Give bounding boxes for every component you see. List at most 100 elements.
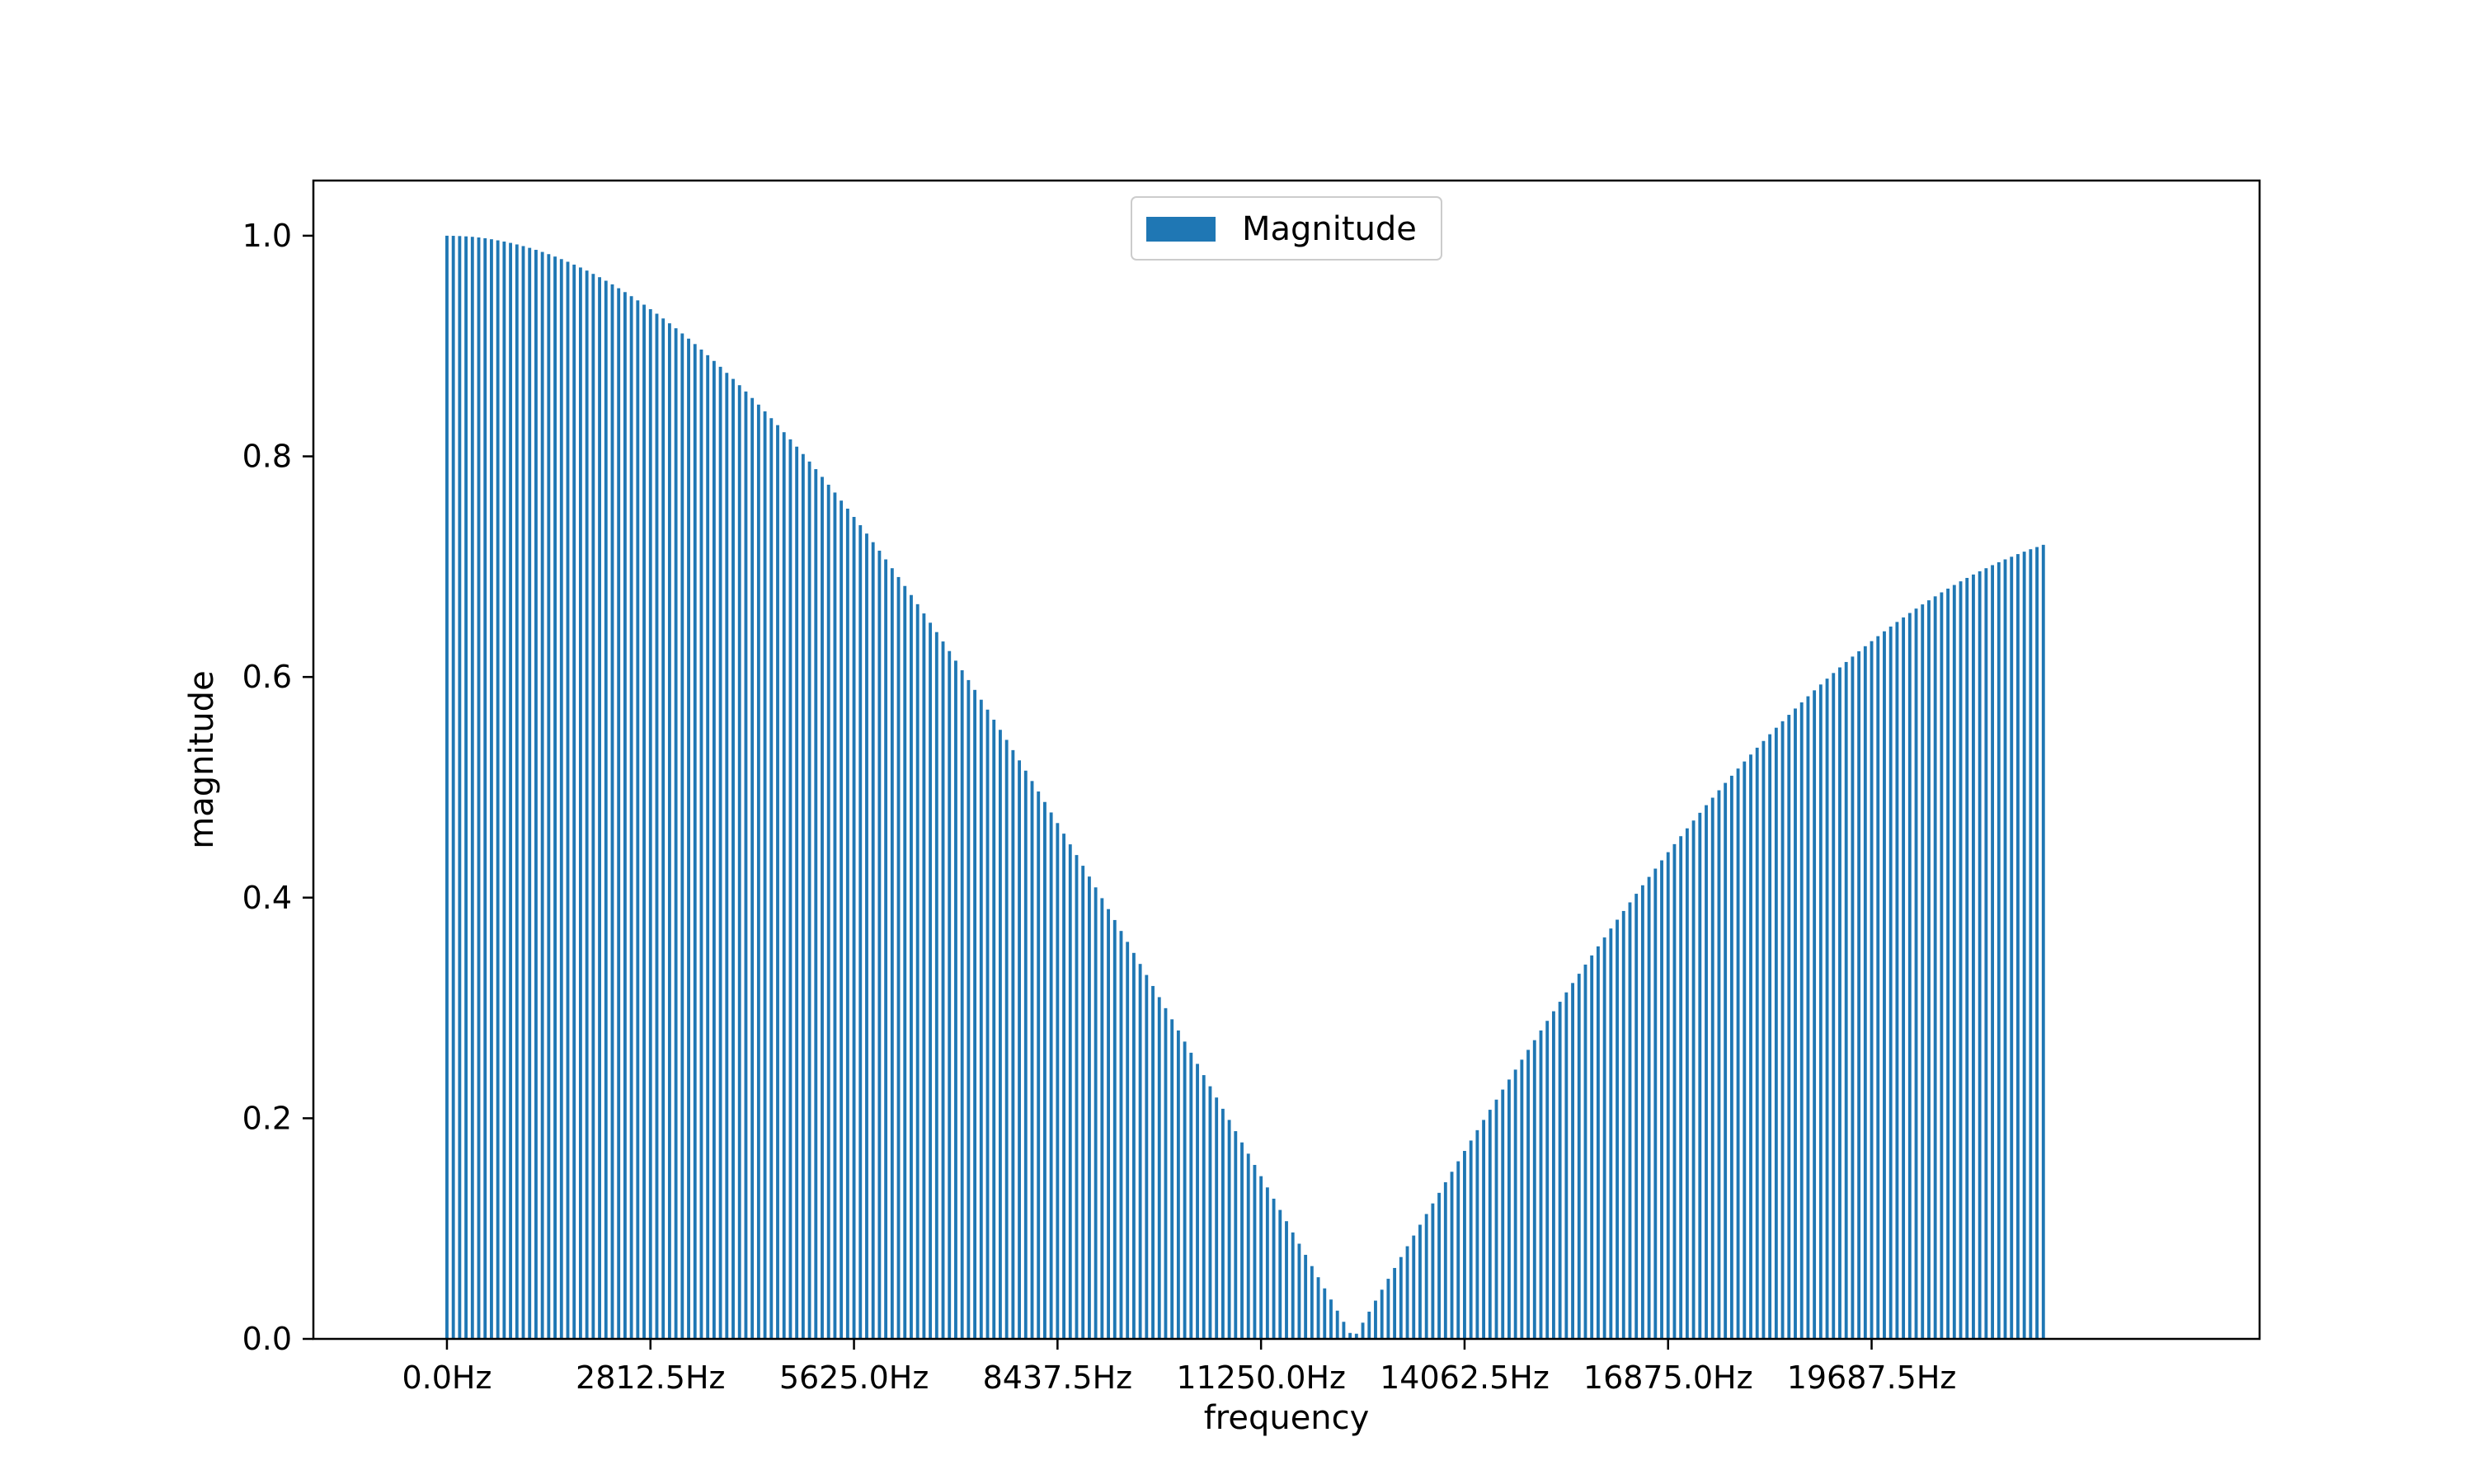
bar — [1761, 740, 1766, 1339]
bar — [922, 613, 926, 1339]
bar — [1023, 770, 1028, 1339]
bar — [623, 292, 627, 1339]
bar — [445, 235, 449, 1339]
y-axis: 0.0 0.2 0.4 0.6 0.8 1.0 — [242, 218, 313, 1357]
bar — [1100, 898, 1104, 1339]
bar — [1488, 1110, 1492, 1339]
bar — [528, 247, 532, 1340]
bar — [1653, 868, 1658, 1339]
bar — [1380, 1289, 1384, 1339]
bar — [483, 237, 487, 1339]
bar — [903, 585, 907, 1339]
bar — [610, 284, 614, 1339]
bar — [1208, 1086, 1212, 1339]
y-tick-label: 0.8 — [242, 439, 292, 475]
bar — [1946, 588, 1950, 1339]
bar — [1736, 768, 1740, 1339]
bar — [1590, 955, 1594, 1339]
bar — [1437, 1192, 1442, 1339]
bar — [1729, 775, 1733, 1339]
y-tick-label: 0.0 — [242, 1321, 292, 1357]
bar — [1799, 702, 1804, 1339]
bar — [2022, 552, 2026, 1339]
bar — [744, 391, 748, 1340]
bar — [1609, 928, 1613, 1339]
bar — [1463, 1150, 1466, 1339]
bar — [1323, 1288, 1327, 1339]
bar — [1374, 1300, 1377, 1339]
bar — [502, 241, 506, 1339]
bar — [1959, 581, 1963, 1339]
bar — [814, 469, 818, 1340]
y-axis-label: magnitude — [183, 670, 221, 848]
bar — [845, 508, 849, 1339]
bar — [1087, 876, 1091, 1339]
bar — [1145, 974, 1149, 1339]
bar — [1685, 828, 1689, 1339]
bar — [1482, 1120, 1486, 1339]
bar — [1450, 1172, 1454, 1339]
bar — [1310, 1266, 1314, 1339]
bar — [1507, 1079, 1511, 1339]
bar — [1456, 1161, 1460, 1339]
x-axis-label: frequency — [1204, 1399, 1370, 1437]
bar — [979, 699, 983, 1339]
bar — [1952, 585, 1956, 1339]
bar — [1189, 1052, 1193, 1339]
bar — [1640, 885, 1644, 1339]
bar — [1774, 727, 1778, 1339]
bar — [1940, 592, 1944, 1339]
x-tick-label: 5625.0Hz — [779, 1360, 929, 1396]
bar — [1907, 613, 1912, 1339]
bar — [470, 237, 474, 1339]
bar — [1501, 1089, 1505, 1339]
bar — [1717, 790, 1721, 1339]
bar — [547, 254, 551, 1339]
legend-entry-magnitude: Magnitude — [1242, 210, 1417, 248]
bar — [821, 477, 824, 1339]
bar — [1577, 974, 1581, 1339]
bar — [1621, 910, 1625, 1339]
bar — [1564, 992, 1569, 1339]
bar — [1393, 1267, 1397, 1339]
bar — [896, 576, 901, 1339]
bar — [1094, 887, 1098, 1339]
bar — [1030, 781, 1034, 1339]
bar — [1870, 641, 1874, 1339]
bar — [1354, 1333, 1358, 1339]
bar — [1927, 600, 1931, 1339]
bar — [1221, 1108, 1225, 1339]
bar — [1863, 646, 1867, 1339]
bar — [1138, 964, 1142, 1339]
bar — [1469, 1140, 1473, 1339]
bar — [1157, 997, 1161, 1339]
legend-box — [1131, 196, 1442, 261]
bar — [458, 236, 462, 1340]
bar — [967, 679, 971, 1339]
bar — [833, 492, 837, 1339]
bar — [1215, 1097, 1219, 1339]
bar — [756, 404, 760, 1340]
bar — [1583, 964, 1587, 1339]
bar — [1888, 626, 1893, 1339]
bar — [1170, 1019, 1174, 1339]
bar — [1164, 1007, 1168, 1339]
bar — [1297, 1243, 1301, 1339]
bar — [1329, 1299, 1333, 1339]
bar — [1876, 636, 1880, 1339]
bar — [1883, 631, 1886, 1339]
bar — [521, 246, 525, 1339]
bar — [585, 270, 589, 1339]
bar — [667, 323, 671, 1339]
bar — [1520, 1059, 1524, 1339]
bar — [451, 236, 455, 1339]
bar — [1196, 1064, 1199, 1339]
bar — [877, 550, 882, 1339]
bar — [999, 730, 1002, 1339]
bar — [1616, 919, 1619, 1339]
bar — [1710, 797, 1714, 1339]
bar — [1571, 983, 1574, 1339]
bar — [578, 267, 582, 1339]
bar — [1672, 843, 1677, 1339]
bar — [718, 366, 722, 1339]
